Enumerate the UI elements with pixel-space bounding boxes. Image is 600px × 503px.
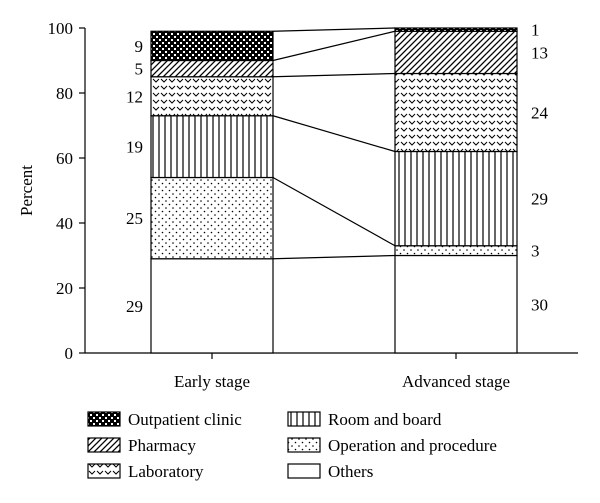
legend-label: Operation and procedure — [328, 436, 497, 455]
bars — [150, 27, 518, 354]
data-label: 29 — [126, 297, 143, 316]
y-tick-label: 20 — [56, 279, 73, 298]
legend-label: Laboratory — [128, 462, 204, 481]
legend-label: Others — [328, 462, 373, 481]
data-label: 29 — [531, 190, 548, 209]
legend-label: Pharmacy — [128, 436, 196, 455]
data-label: 1 — [531, 21, 540, 40]
connector-line — [272, 115, 396, 153]
connector-line — [272, 72, 396, 78]
connector-lines — [272, 27, 396, 260]
data-label: 9 — [135, 37, 144, 56]
data-label: 25 — [126, 209, 143, 228]
bar-segment-others — [394, 254, 518, 354]
connector-line — [272, 254, 396, 260]
y-tick-label: 80 — [56, 84, 73, 103]
legend: Outpatient clinic Pharmacy Laboratory Room … — [87, 410, 497, 481]
data-label: 24 — [531, 104, 549, 123]
legend-label: Outpatient clinic — [128, 410, 242, 429]
y-tick-label: 0 — [65, 344, 74, 363]
data-label: 5 — [135, 60, 144, 79]
legend-swatch — [287, 463, 321, 479]
bar-segment-others — [150, 258, 274, 354]
data-label: 13 — [531, 43, 548, 62]
legend-swatch — [287, 411, 321, 427]
connector-line — [272, 27, 396, 32]
y-axis-label: Percent — [17, 165, 36, 216]
bar-segment-laboratory — [394, 72, 518, 153]
connector-line — [272, 176, 396, 247]
bar-segment-pharmacy — [394, 30, 518, 75]
data-label: 19 — [126, 138, 143, 157]
data-label: 30 — [531, 295, 548, 314]
x-tick-label: Early stage — [174, 372, 250, 391]
data-label: 12 — [126, 87, 143, 106]
bar-segment-outpatient-clinic — [394, 27, 518, 32]
legend-swatch — [87, 463, 121, 479]
x-tick-label: Advanced stage — [402, 372, 510, 391]
bar-segment-pharmacy — [150, 59, 274, 78]
legend-label: Room and board — [328, 410, 442, 429]
legend-swatch — [87, 411, 121, 427]
bar-segment-room-and-board — [150, 115, 274, 179]
bar-segment-operation-and-procedure — [150, 176, 274, 260]
connector-line — [272, 30, 396, 62]
legend-swatch — [87, 437, 121, 453]
y-tick-label: 60 — [56, 149, 73, 168]
bar-segment-outpatient-clinic — [150, 30, 274, 62]
value-labels: 29 30 25 3 19 29 12 24 5 13 9 1 — [126, 21, 549, 316]
legend-swatch — [287, 437, 321, 453]
data-label: 3 — [531, 242, 540, 261]
y-tick-label: 40 — [56, 214, 73, 233]
bar-segment-laboratory — [150, 76, 274, 117]
axes: 0 20 40 60 80 100 Percent Early stage Advanced s… — [17, 19, 578, 391]
bar-segment-room-and-board — [394, 150, 518, 247]
bar-segment-operation-and-procedure — [394, 245, 518, 257]
y-tick-label: 100 — [48, 19, 74, 38]
